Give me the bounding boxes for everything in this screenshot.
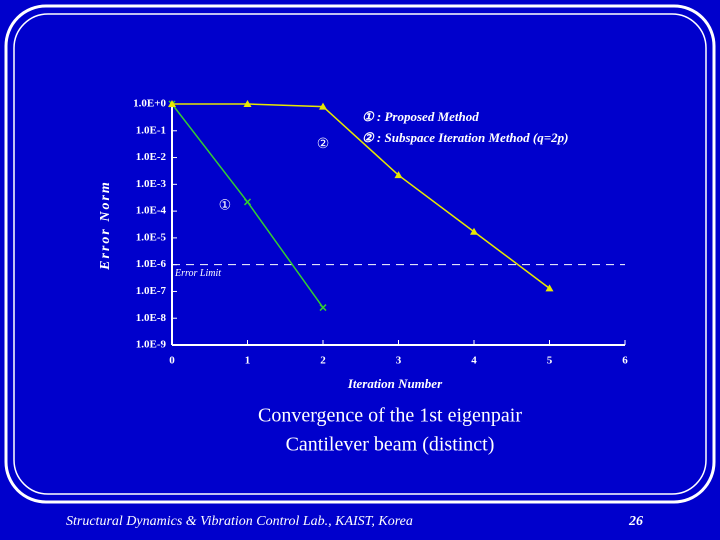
annotation: ② — [317, 137, 330, 152]
triangle-marker — [319, 102, 327, 110]
page-number: 26 — [628, 514, 643, 529]
series-line — [172, 103, 550, 289]
legend-entry: ② : Subspace Iteration Method (q=2p) — [362, 130, 568, 145]
x-tick-label: 0 — [169, 355, 175, 367]
chart-subtitle: Cantilever beam (distinct) — [286, 434, 495, 456]
x-marker — [319, 304, 327, 312]
x-axis-label: Iteration Number — [347, 376, 443, 391]
triangle-marker — [168, 100, 176, 107]
x-tick-label: 5 — [547, 355, 553, 367]
y-tick-label: 1.0E-4 — [136, 205, 167, 217]
triangle-marker — [545, 284, 554, 292]
y-axis-label: Error Norm — [98, 180, 113, 271]
x-tick-label: 3 — [396, 355, 402, 367]
y-tick-label: 1.0E-2 — [136, 151, 167, 163]
x-tick-label: 1 — [245, 355, 251, 367]
x-tick-label: 6 — [622, 355, 628, 367]
y-tick-label: 1.0E-6 — [136, 258, 167, 270]
x-tick-label: 2 — [320, 355, 326, 367]
frame-outer — [4, 4, 716, 504]
triangle-marker — [470, 227, 478, 235]
footer-text: Structural Dynamics & Vibration Control … — [66, 514, 413, 529]
triangle-marker — [243, 100, 252, 107]
chart-title: Convergence of the 1st eigenpair — [258, 405, 522, 427]
y-tick-label: 1.0E-9 — [136, 339, 167, 351]
x-marker — [243, 198, 252, 206]
annotation: ① — [219, 199, 232, 214]
triangle-marker — [394, 171, 403, 179]
y-tick-label: 1.0E-1 — [136, 124, 166, 136]
y-tick-label: 1.0E+0 — [133, 98, 166, 110]
y-tick-label: 1.0E-5 — [136, 231, 167, 243]
y-tick-label: 1.0E-7 — [136, 285, 167, 297]
frame-inner — [13, 13, 707, 495]
y-tick-label: 1.0E-8 — [136, 312, 167, 324]
y-tick-label: 1.0E-3 — [136, 178, 167, 190]
x-tick-label: 4 — [471, 355, 477, 367]
error-limit-label: Error Limit — [174, 268, 221, 279]
legend-entry: ① : Proposed Method — [362, 109, 479, 124]
